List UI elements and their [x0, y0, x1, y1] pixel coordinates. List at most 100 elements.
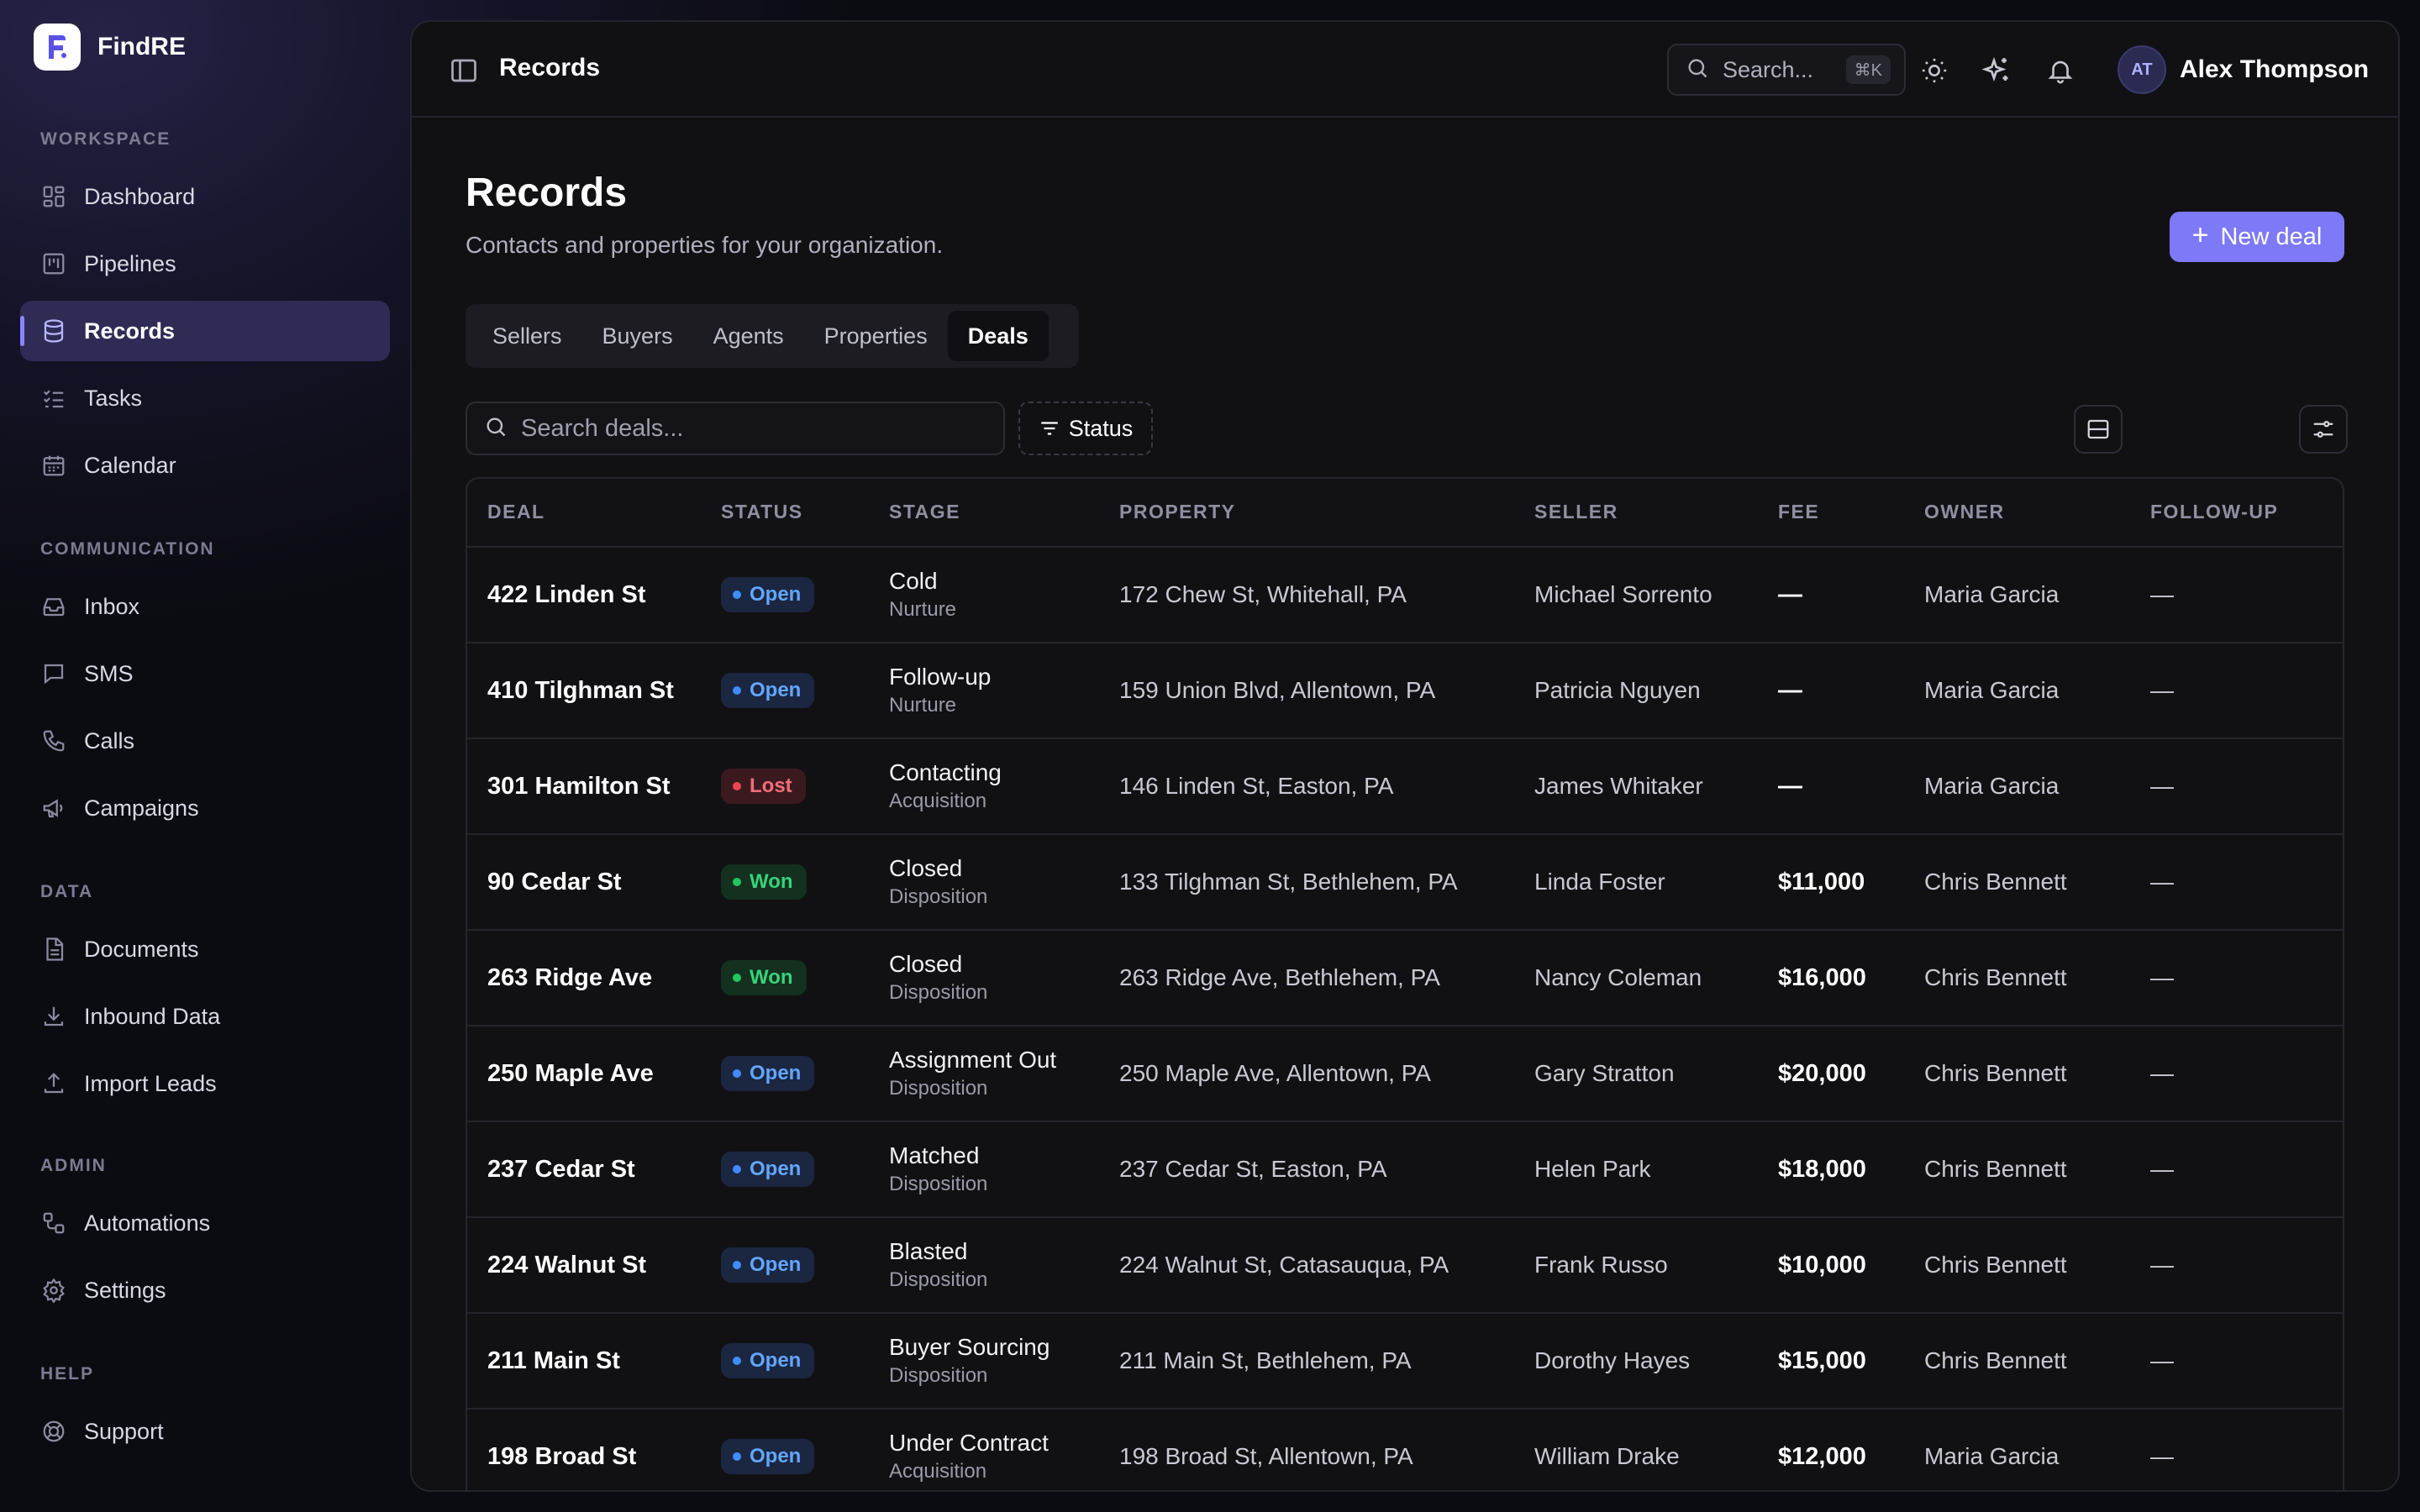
sidebar-item-support[interactable]: Support — [20, 1401, 390, 1462]
sidebar-item-import-leads[interactable]: Import Leads — [20, 1053, 390, 1114]
page-subtitle: Contacts and properties for your organiz… — [466, 232, 944, 258]
user-name[interactable]: Alex Thompson — [2180, 55, 2370, 83]
tab-agents[interactable]: Agents — [713, 323, 784, 349]
table-row[interactable]: 263 Ridge Ave Won Closed Disposition 263 … — [467, 931, 2343, 1026]
deal-search-input[interactable] — [521, 414, 1003, 443]
status-badge: Open — [721, 1247, 815, 1283]
sidebar-toggle-icon[interactable] — [449, 55, 479, 86]
sparkles-icon[interactable] — [1980, 54, 2013, 87]
table-row[interactable]: 237 Cedar St Open Matched Disposition 237… — [467, 1122, 2343, 1218]
table-row[interactable]: 211 Main St Open Buyer Sourcing Dispositi… — [467, 1314, 2343, 1410]
sidebar-item-inbound-data[interactable]: Inbound Data — [20, 986, 390, 1047]
status-badge: Open — [721, 577, 815, 612]
fee-value: $11,000 — [1778, 868, 1865, 895]
table-row[interactable]: 250 Maple Ave Open Assignment Out Disposi… — [467, 1026, 2343, 1122]
bell-icon[interactable] — [2044, 54, 2077, 87]
sidebar-item-dashboard[interactable]: Dashboard — [20, 166, 390, 227]
document-icon — [40, 936, 67, 963]
deal-name[interactable]: 237 Cedar St — [487, 1155, 635, 1183]
column-header-property[interactable]: PROPERTY — [1119, 501, 1236, 522]
sidebar-item-calendar[interactable]: Calendar — [20, 435, 390, 496]
column-header-status[interactable]: STATUS — [721, 501, 803, 522]
status-label: Open — [750, 1445, 802, 1467]
section-title-admin: ADMIN — [40, 1156, 107, 1175]
deal-search-field[interactable] — [466, 402, 1005, 455]
fee-value: $18,000 — [1778, 1155, 1866, 1183]
sidebar-item-settings[interactable]: Settings — [20, 1260, 390, 1320]
deal-name[interactable]: 224 Walnut St — [487, 1251, 647, 1278]
sidebar-item-calls[interactable]: Calls — [20, 711, 390, 771]
new-deal-button[interactable]: + New deal — [2170, 212, 2344, 262]
sidebar-item-sms[interactable]: SMS — [20, 643, 390, 704]
tab-buyers[interactable]: Buyers — [602, 323, 673, 349]
avatar[interactable]: AT — [2118, 45, 2166, 94]
status-label: Open — [750, 1349, 802, 1372]
status-label: Open — [750, 679, 802, 701]
column-header-seller[interactable]: SELLER — [1534, 501, 1618, 522]
table-row[interactable]: 410 Tilghman St Open Follow-up Nurture 15… — [467, 643, 2343, 739]
tab-sellers[interactable]: Sellers — [492, 323, 562, 349]
column-header-deal[interactable]: DEAL — [487, 501, 545, 522]
sidebar-item-label: Inbox — [84, 593, 140, 619]
sidebar-item-campaigns[interactable]: Campaigns — [20, 778, 390, 838]
deal-name[interactable]: 410 Tilghman St — [487, 676, 674, 704]
table-row[interactable]: 90 Cedar St Won Closed Disposition 133 Ti… — [467, 835, 2343, 931]
tab-properties[interactable]: Properties — [823, 323, 928, 349]
view-layout-button[interactable] — [2074, 405, 2123, 454]
sidebar-item-records[interactable]: Records — [20, 301, 390, 361]
column-header-owner[interactable]: OWNER — [1924, 501, 2005, 522]
column-header-stage[interactable]: STAGE — [889, 501, 961, 522]
fee-value: $12,000 — [1778, 1442, 1866, 1470]
sidebar-item-pipelines[interactable]: Pipelines — [20, 234, 390, 294]
deal-name[interactable]: 90 Cedar St — [487, 868, 622, 895]
deal-name[interactable]: 301 Hamilton St — [487, 772, 671, 800]
deal-name[interactable]: 263 Ridge Ave — [487, 963, 653, 991]
table-settings-button[interactable] — [2299, 405, 2348, 454]
sidebar-item-label: Documents — [84, 936, 199, 962]
status-dot — [733, 782, 741, 790]
status-badge: Open — [721, 1056, 815, 1091]
sidebar-item-documents[interactable]: Documents — [20, 919, 390, 979]
status-filter-button[interactable]: Status — [1018, 402, 1153, 455]
status-dot — [733, 1069, 741, 1078]
tab-deals[interactable]: Deals — [947, 311, 1049, 361]
table-row[interactable]: 422 Linden St Open Cold Nurture 172 Chew … — [467, 548, 2343, 643]
column-header-fee[interactable]: FEE — [1778, 501, 1820, 522]
stage-name: Under Contract — [889, 1430, 1049, 1456]
theme-toggle-sun-icon[interactable] — [1918, 54, 1951, 87]
deal-name[interactable]: 211 Main St — [487, 1347, 620, 1374]
sidebar-item-label: Inbound Data — [84, 1003, 221, 1029]
sidebar-item-tasks[interactable]: Tasks — [20, 368, 390, 428]
table-row[interactable]: 224 Walnut St Open Blasted Disposition 22… — [467, 1218, 2343, 1314]
sidebar-item-automations[interactable]: Automations — [20, 1193, 390, 1253]
follow-up-value: — — [2150, 964, 2174, 990]
sidebar-item-label: Records — [84, 318, 176, 344]
fee-value: $10,000 — [1778, 1251, 1866, 1278]
gear-icon — [40, 1277, 67, 1304]
deal-name[interactable]: 198 Broad St — [487, 1442, 637, 1470]
fee-value: — — [1778, 580, 1802, 608]
deal-name[interactable]: 422 Linden St — [487, 580, 646, 608]
property-address: 263 Ridge Ave, Bethlehem, PA — [1119, 964, 1440, 990]
tasks-icon — [40, 385, 67, 412]
global-search[interactable]: Search... ⌘K — [1667, 44, 1906, 96]
table-row[interactable]: 198 Broad St Open Under Contract Acquisit… — [467, 1410, 2343, 1490]
status-dot — [733, 1452, 741, 1461]
stage-group: Acquisition — [889, 1460, 987, 1483]
status-badge: Won — [721, 864, 807, 900]
brand[interactable]: FindRE — [34, 24, 186, 71]
column-header-follow-up[interactable]: FOLLOW-UP — [2150, 501, 2279, 522]
pipelines-icon — [40, 250, 67, 277]
breadcrumb: Records — [499, 54, 601, 81]
sidebar-item-inbox[interactable]: Inbox — [20, 576, 390, 637]
follow-up-value: — — [2150, 1252, 2174, 1278]
status-label: Open — [750, 1158, 802, 1180]
table-row[interactable]: 301 Hamilton St Lost Contacting Acquisiti… — [467, 739, 2343, 835]
status-badge: Open — [721, 673, 815, 708]
property-address: 172 Chew St, Whitehall, PA — [1119, 581, 1407, 607]
status-badge: Lost — [721, 769, 806, 804]
follow-up-value: — — [2150, 869, 2174, 895]
stage-group: Acquisition — [889, 790, 987, 812]
status-filter-label: Status — [1068, 415, 1134, 441]
deal-name[interactable]: 250 Maple Ave — [487, 1059, 654, 1087]
